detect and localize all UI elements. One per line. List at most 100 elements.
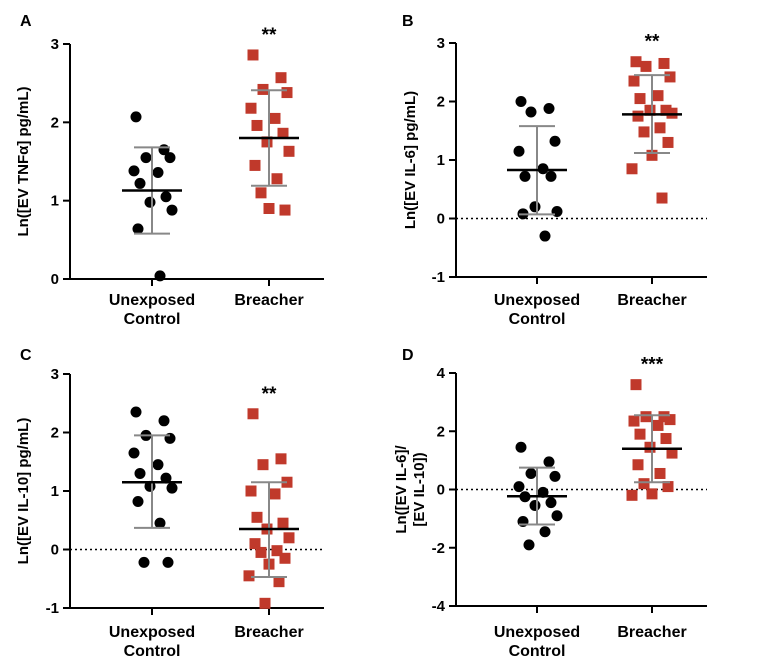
data-point <box>154 517 166 529</box>
data-point <box>634 93 646 105</box>
data-point <box>662 136 674 148</box>
data-point <box>626 489 638 501</box>
x-category-label-line: Control <box>509 311 566 328</box>
x-category-label-line: Unexposed <box>109 624 195 641</box>
data-point <box>273 576 285 588</box>
group-breacher <box>622 56 682 204</box>
y-axis-title-line: [EV IL-10]) <box>411 452 428 526</box>
panel-a: A 0 1 2 3 Ln([EV TNFα] pg/mL) Unexposed Control… <box>15 13 324 328</box>
data-point <box>656 192 668 204</box>
data-point <box>275 453 287 465</box>
data-point <box>257 459 269 471</box>
data-point <box>283 145 295 157</box>
data-point <box>128 447 140 459</box>
data-point <box>525 106 537 118</box>
data-point <box>638 478 650 490</box>
data-point <box>279 204 291 216</box>
x-category-label-line: Unexposed <box>109 292 195 309</box>
significance-marker: *** <box>641 355 664 376</box>
data-point <box>134 177 146 189</box>
data-point <box>664 414 676 426</box>
data-point <box>271 545 283 557</box>
data-point <box>539 526 551 538</box>
y-tick-label: -1 <box>432 269 445 286</box>
data-point <box>662 481 674 493</box>
data-point <box>515 441 527 453</box>
data-point <box>626 163 638 175</box>
data-point <box>275 72 287 84</box>
data-point <box>255 546 267 558</box>
data-point <box>630 56 642 68</box>
panel-letter: B <box>402 13 414 30</box>
y-tick-label: -1 <box>46 600 59 617</box>
group-unexposed-control <box>507 441 567 551</box>
data-point <box>162 556 174 568</box>
significance-marker: ** <box>645 32 660 53</box>
panel-d: D -4 -2 0 2 4 Ln([EV IL-6]/[EV IL-10]) Unexpose… <box>393 347 707 660</box>
data-point <box>164 152 176 164</box>
data-point <box>158 415 170 427</box>
x-category-label-line: Breacher <box>234 292 303 309</box>
data-point <box>152 459 164 471</box>
group-unexposed-control <box>122 406 182 568</box>
y-tick-label: 2 <box>437 423 445 440</box>
y-tick-label: 3 <box>437 35 445 52</box>
significance-marker: ** <box>262 25 277 46</box>
x-category-label: Breacher <box>617 624 686 641</box>
data-point <box>154 270 166 282</box>
x-category-label: Breacher <box>234 292 303 309</box>
data-point <box>279 552 291 564</box>
data-point <box>660 104 672 116</box>
y-tick-label: 4 <box>437 365 446 382</box>
data-point <box>628 75 640 87</box>
data-point <box>255 187 267 199</box>
data-point <box>632 110 644 122</box>
data-point <box>134 467 146 479</box>
data-point <box>654 122 666 134</box>
data-point <box>249 159 261 171</box>
group-unexposed-control <box>507 96 567 242</box>
data-point <box>283 532 295 544</box>
x-category-label-line: Breacher <box>617 292 686 309</box>
data-point <box>543 456 555 468</box>
panel-letter: D <box>402 347 414 364</box>
data-point <box>525 467 537 479</box>
data-point <box>245 102 257 114</box>
data-point <box>549 470 561 482</box>
data-point <box>160 472 172 484</box>
data-point <box>251 119 263 131</box>
data-point <box>152 166 164 178</box>
y-tick-label: -2 <box>432 540 445 557</box>
data-point <box>658 411 670 423</box>
panel-letter: A <box>20 13 32 30</box>
y-tick-label: 1 <box>51 193 59 210</box>
data-point <box>630 379 642 391</box>
x-category-label-line: Breacher <box>234 624 303 641</box>
data-point <box>243 570 255 582</box>
data-point <box>640 60 652 72</box>
x-category-label-line: Unexposed <box>494 292 580 309</box>
data-point <box>247 49 259 61</box>
data-point <box>654 467 666 479</box>
data-point <box>529 500 541 512</box>
x-category-label-line: Control <box>509 643 566 660</box>
y-tick-label: 3 <box>51 36 59 53</box>
x-category-label: Breacher <box>234 624 303 641</box>
data-point <box>664 71 676 83</box>
data-point <box>666 447 678 459</box>
y-tick-label: 2 <box>437 94 445 111</box>
data-point <box>247 408 259 420</box>
data-point <box>652 90 664 102</box>
data-point <box>166 204 178 216</box>
data-point <box>130 111 142 123</box>
data-point <box>245 485 257 497</box>
y-axis-title: Ln([EV IL-6] pg/mL) <box>402 91 419 229</box>
group-breacher <box>239 408 299 609</box>
data-point <box>658 57 670 69</box>
data-point <box>632 459 644 471</box>
data-point <box>549 135 561 147</box>
x-category-label-line: Breacher <box>617 624 686 641</box>
y-tick-label: 1 <box>437 152 445 169</box>
y-tick-label: 3 <box>51 366 59 383</box>
